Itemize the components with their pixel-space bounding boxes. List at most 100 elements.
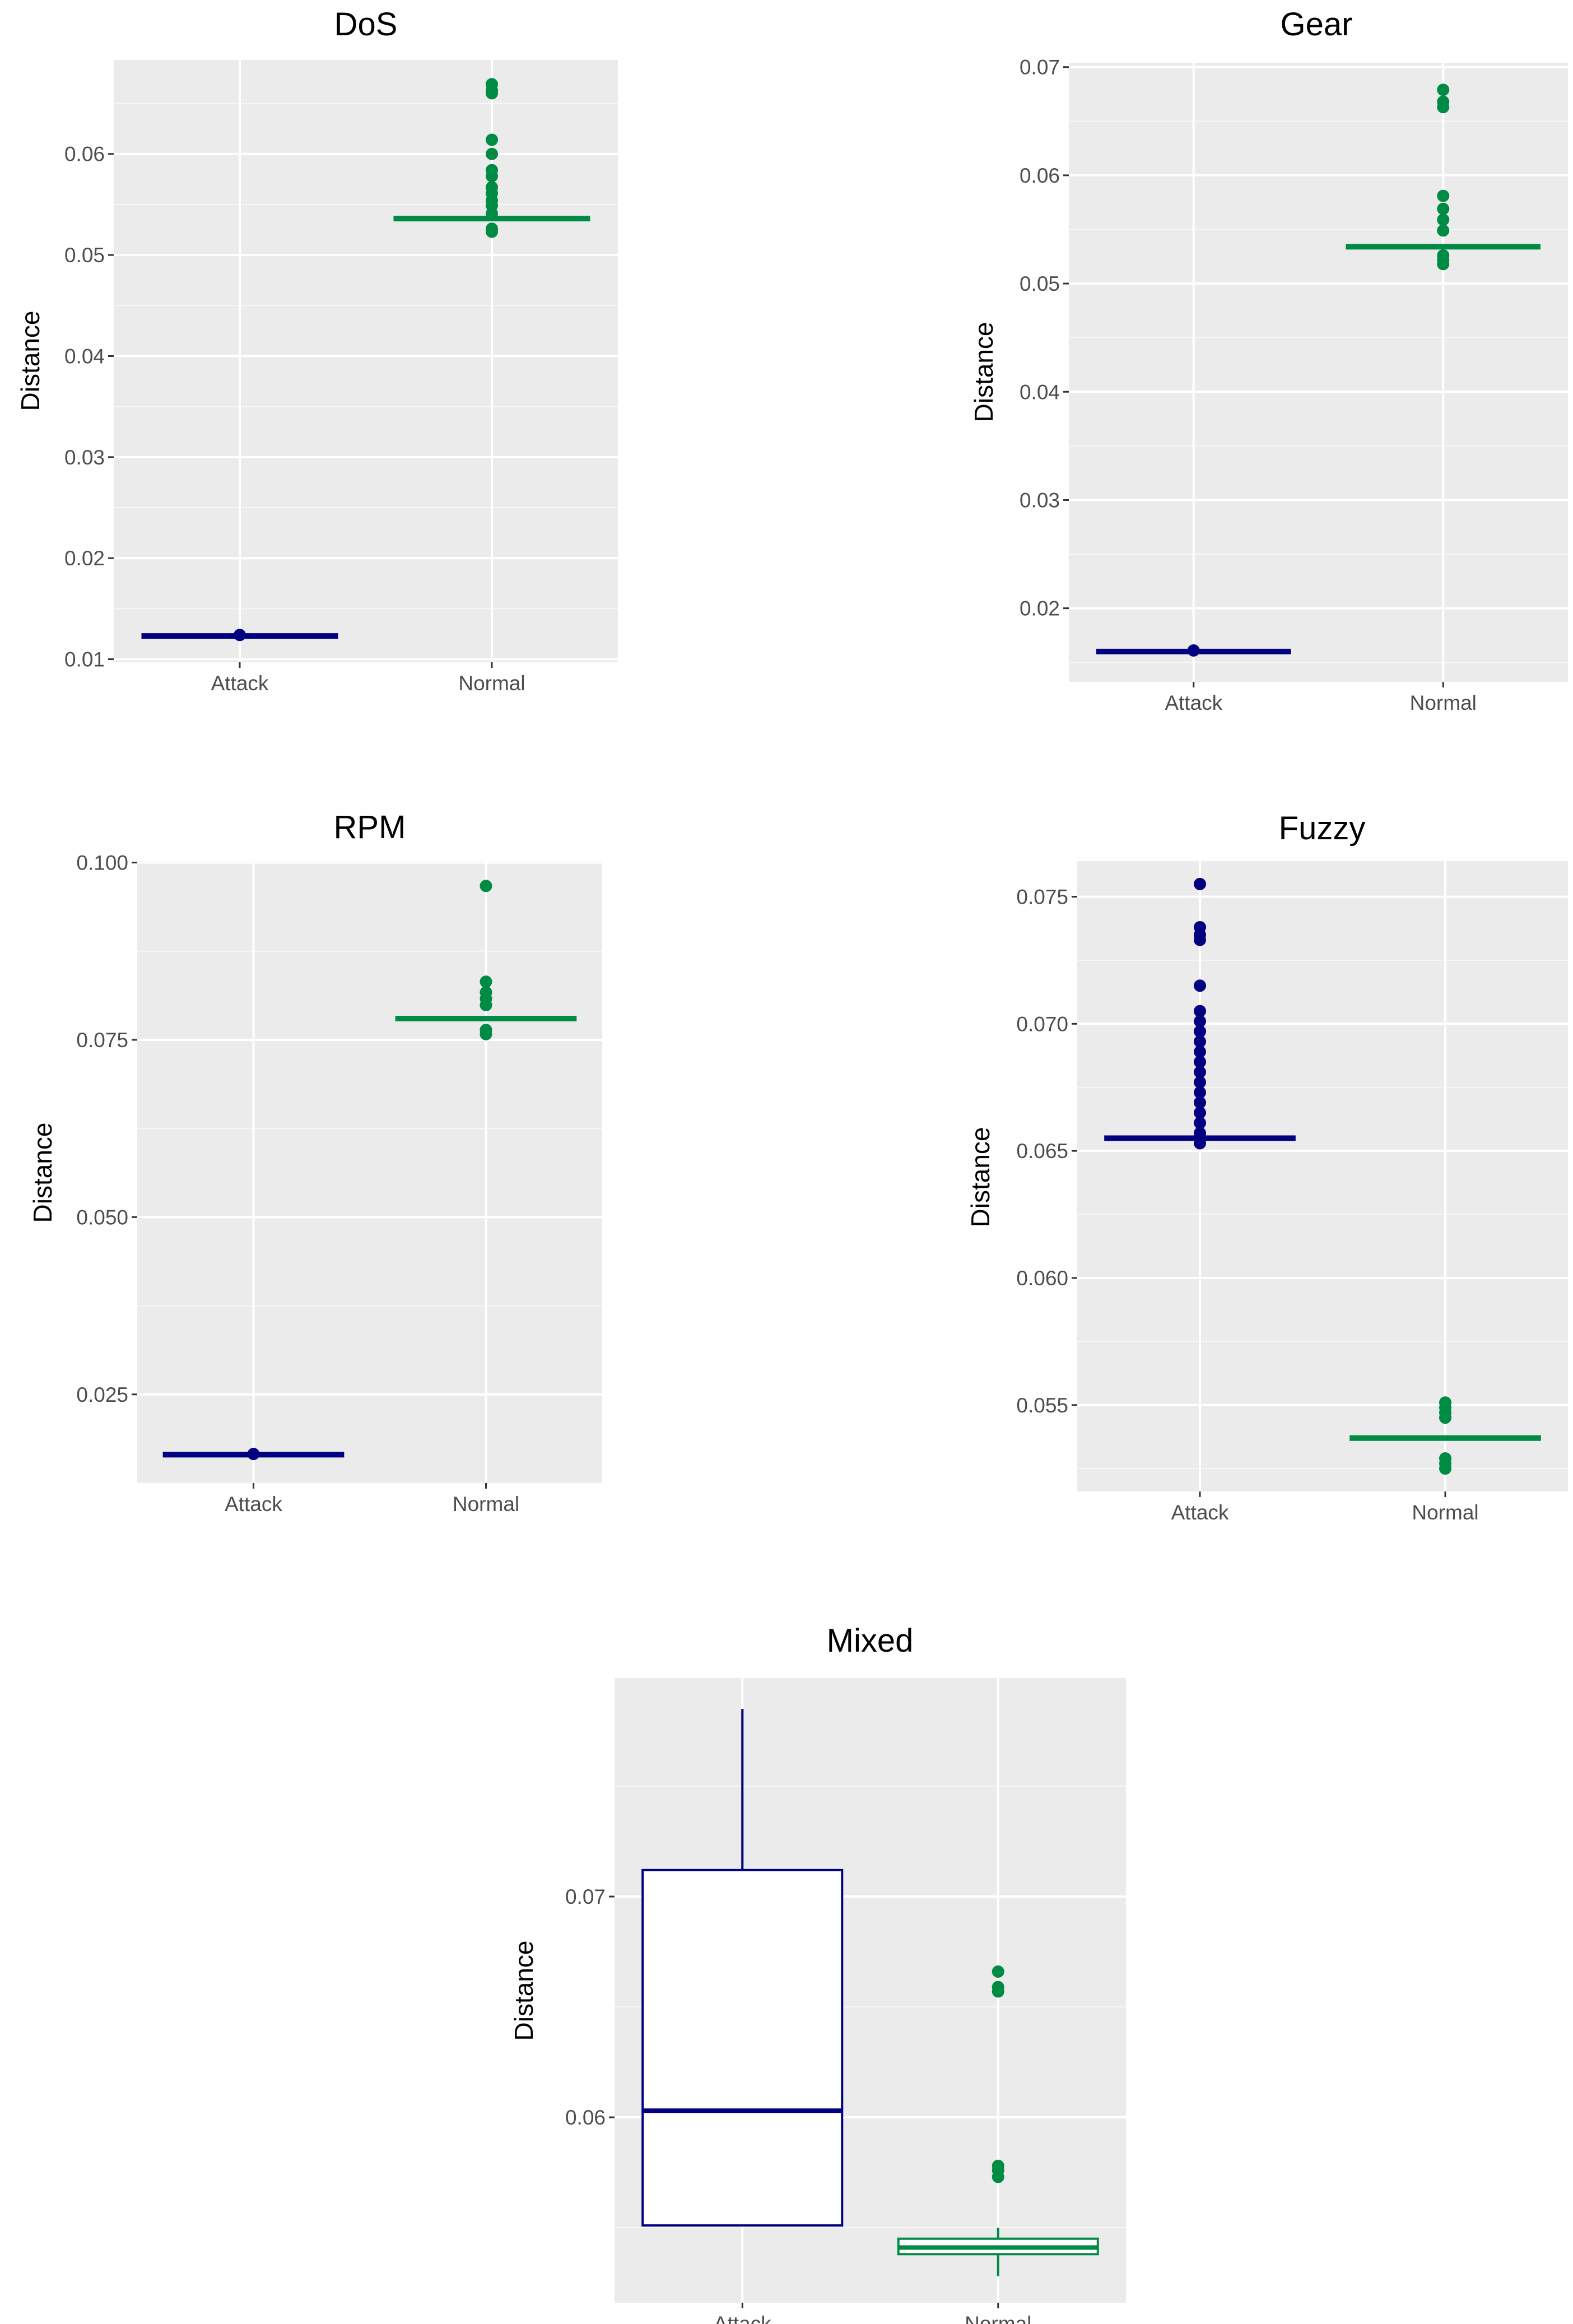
gear-y-tick-label-0-04: 0.04: [1020, 380, 1060, 403]
dos-x-tick-normal: Normal: [458, 672, 525, 695]
dos-normal-outlier-point: [486, 87, 498, 100]
mixed-attack-box: [641, 1869, 844, 2227]
mixed-y-tick-label-0-06: 0.06: [565, 2106, 606, 2129]
rpm-y-tick-label-0-050: 0.050: [76, 1206, 128, 1229]
fuzzy-attack-outlier-point: [1194, 1015, 1206, 1028]
dos-y-tick-label-0-01: 0.01: [64, 648, 105, 671]
dos-y-tick-label-0-03: 0.03: [64, 446, 105, 469]
mixed-normal-outlier-point: [992, 1965, 1004, 1978]
mixed-x-ticks: Attack Normal: [714, 2303, 1031, 2324]
fuzzy-title: Fuzzy: [1279, 810, 1366, 847]
gear-title: Gear: [1281, 6, 1353, 43]
gear-y-tick-label-0-06: 0.06: [1020, 164, 1060, 187]
dos-y-ticks: 0.01 0.02 0.03 0.04 0.05 0.06: [64, 143, 114, 671]
dos-y-tick-label-0-05: 0.05: [64, 244, 105, 267]
fuzzy-attack-outlier-point: [1194, 1076, 1206, 1089]
rpm-y-tick-label-0-075: 0.075: [76, 1029, 128, 1052]
rpm-normal-outlier-point: [480, 880, 492, 893]
rpm-x-tick-attack: Attack: [225, 1493, 282, 1516]
rpm-y-axis-label: Distance: [28, 1123, 57, 1223]
mixed-y-ticks: 0.06 0.07: [565, 1885, 615, 2129]
gear-y-axis-label: Distance: [969, 322, 998, 422]
dos-normal-outlier-point: [486, 225, 498, 238]
mixed-x-tick-normal: Normal: [965, 2312, 1031, 2324]
panel-mixed: 0.06 0.07 Attack Normal Mixed Distance: [509, 1623, 1126, 2324]
panel-dos: 0.01 0.02 0.03 0.04 0.05 0.06 Attack Normal D…: [16, 6, 618, 695]
mixed-normal-outlier-point: [992, 1985, 1004, 1998]
rpm-plot-background: [137, 861, 602, 1483]
dos-normal-outlier-point: [486, 133, 498, 146]
fuzzy-attack-outlier-point: [1194, 877, 1206, 890]
dos-x-tick-attack: Attack: [211, 672, 269, 695]
fuzzy-attack-outlier-point: [1194, 1056, 1206, 1068]
fuzzy-attack-outlier-point: [1194, 933, 1206, 946]
fuzzy-y-tick-label-0-075: 0.075: [1016, 886, 1068, 909]
fuzzy-attack-outlier-point: [1194, 1137, 1206, 1150]
gear-normal-outlier-point: [1437, 202, 1450, 215]
fuzzy-attack-outlier-point: [1194, 1005, 1206, 1017]
fuzzy-attack-outlier-point: [1194, 1066, 1206, 1079]
rpm-y-tick-label-0-100: 0.100: [76, 852, 128, 875]
gear-normal-outlier-point: [1437, 189, 1450, 202]
fuzzy-y-tick-label-0-070: 0.070: [1016, 1012, 1068, 1035]
fuzzy-normal-outlier-point: [1439, 1411, 1451, 1424]
dos-title: DoS: [334, 6, 398, 43]
dos-marks: [141, 78, 590, 642]
mixed-x-tick-attack: Attack: [714, 2312, 771, 2324]
mixed-y-axis-label: Distance: [509, 1941, 538, 2041]
fuzzy-y-tick-label-0-055: 0.055: [1016, 1394, 1068, 1417]
gear-attack-outlier-point: [1187, 644, 1200, 657]
gear-y-tick-label-0-07: 0.07: [1020, 56, 1060, 79]
fuzzy-y-ticks: 0.055 0.060 0.065 0.070 0.075: [1016, 886, 1077, 1417]
gear-normal-outlier-point: [1437, 83, 1450, 96]
gear-gridlines: [1069, 63, 1568, 682]
rpm-normal-outlier-point: [480, 998, 492, 1011]
fuzzy-y-tick-label-0-060: 0.060: [1016, 1267, 1068, 1290]
gear-x-tick-attack: Attack: [1165, 691, 1222, 714]
fuzzy-attack-outlier-point: [1194, 1107, 1206, 1119]
gear-y-tick-label-0-02: 0.02: [1020, 597, 1060, 620]
gear-normal-outlier-point: [1437, 213, 1450, 226]
fuzzy-attack-outlier-point: [1194, 1096, 1206, 1109]
mixed-title: Mixed: [827, 1623, 914, 1659]
fuzzy-attack-outlier-point: [1194, 1035, 1206, 1048]
gear-x-ticks: Attack Normal: [1165, 682, 1477, 714]
fuzzy-normal-outlier-point: [1439, 1462, 1451, 1475]
gear-y-tick-label-0-05: 0.05: [1020, 272, 1060, 295]
rpm-x-tick-normal: Normal: [453, 1493, 519, 1516]
fuzzy-plot-background: [1077, 861, 1568, 1491]
gear-normal-outlier-point: [1437, 101, 1450, 114]
rpm-normal-outlier-point: [480, 1028, 492, 1040]
rpm-title: RPM: [334, 809, 406, 845]
mixed-y-tick-label-0-07: 0.07: [565, 1885, 606, 1908]
dos-normal-outlier-point: [486, 170, 498, 183]
gear-plot-background: [1069, 63, 1568, 682]
mixed-marks: [641, 1709, 1099, 2276]
fuzzy-attack-outlier-point: [1194, 1086, 1206, 1099]
rpm-normal-outlier-point: [480, 975, 492, 988]
gear-y-tick-label-0-03: 0.03: [1020, 489, 1060, 512]
rpm-gridlines: [137, 861, 602, 1484]
fuzzy-gridlines: [1077, 861, 1568, 1491]
fuzzy-attack-outlier-point: [1194, 1117, 1206, 1130]
fuzzy-x-tick-attack: Attack: [1171, 1501, 1229, 1524]
dos-y-tick-label-0-02: 0.02: [64, 547, 105, 570]
fuzzy-x-ticks: Attack Normal: [1171, 1491, 1479, 1524]
dos-normal-outlier-point: [486, 207, 498, 220]
fuzzy-attack-outlier-point: [1194, 979, 1206, 992]
fuzzy-y-tick-label-0-065: 0.065: [1016, 1140, 1068, 1163]
gear-normal-outlier-point: [1437, 258, 1450, 271]
gear-marks: [1096, 83, 1541, 657]
gear-x-tick-normal: Normal: [1410, 691, 1477, 714]
rpm-y-ticks: 0.025 0.050 0.075 0.100: [76, 852, 137, 1406]
mixed-normal-outlier-point: [992, 2170, 1004, 2183]
dos-y-axis-label: Distance: [16, 311, 45, 411]
dos-y-tick-label-0-04: 0.04: [64, 345, 105, 368]
dos-normal-outlier-point: [486, 147, 498, 160]
dos-plot-background: [114, 60, 618, 662]
fuzzy-x-tick-normal: Normal: [1412, 1501, 1478, 1524]
dos-x-ticks: Attack Normal: [211, 662, 525, 695]
fuzzy-y-axis-label: Distance: [966, 1127, 995, 1228]
panel-rpm: 0.025 0.050 0.075 0.100 Attack Normal RPM D…: [28, 809, 602, 1516]
gear-normal-outlier-point: [1437, 224, 1450, 237]
